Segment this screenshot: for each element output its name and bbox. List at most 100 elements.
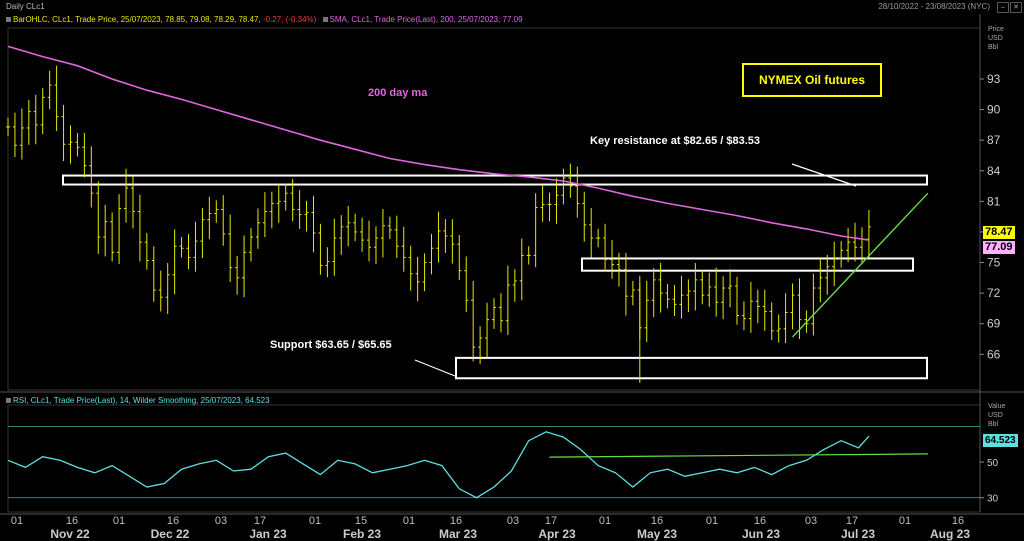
ohlc-bar — [790, 283, 795, 330]
sma-200-line — [7, 45, 870, 241]
ohlc-bar — [193, 221, 198, 272]
ohlc-bar — [616, 252, 621, 287]
ohlc-bar — [610, 240, 615, 279]
ohlc-bar — [137, 194, 142, 262]
x-tick-label: 17 — [254, 515, 266, 527]
ohlc-bar — [811, 273, 816, 336]
x-tick-label: 01 — [403, 515, 415, 527]
ohlc-bar — [242, 235, 247, 298]
close-icon[interactable]: ✕ — [1010, 2, 1022, 13]
date-range: 28/10/2022 - 23/08/2023 (NYC) — [878, 2, 990, 11]
rsi-value-tag: 64.523 — [983, 434, 1018, 447]
x-tick-label: 17 — [846, 515, 858, 527]
ohlc-bar — [721, 276, 726, 320]
ohlc-bar — [235, 255, 240, 295]
ohlc-bar — [478, 326, 483, 364]
ohlc-bar — [61, 104, 66, 162]
ohlc-bar — [124, 168, 129, 223]
ohlc-bar — [394, 215, 399, 258]
sma-settings-icon[interactable] — [322, 17, 328, 23]
support-callout-line — [414, 359, 456, 377]
ohlc-bar — [304, 200, 309, 232]
price-axis-title: Price USD Bbl — [988, 26, 1004, 51]
price-tick-label: 69 — [987, 317, 1001, 331]
ohlc-bar — [151, 246, 156, 302]
ohlc-bar — [172, 229, 177, 295]
ohlc-bar — [33, 94, 38, 145]
x-tick-label: 01 — [309, 515, 321, 527]
ohlc-bar — [130, 176, 135, 229]
ohlc-bar — [353, 213, 358, 242]
ohlc-bar — [485, 302, 490, 358]
ohlc-bar — [547, 192, 552, 222]
ohlc-bar — [672, 284, 677, 317]
ohlc-bar — [68, 125, 73, 164]
x-tick-label: 17 — [545, 515, 557, 527]
ohlc-bar — [693, 263, 698, 311]
ohlc-bar — [464, 256, 469, 312]
ohlc-bar — [471, 280, 476, 362]
ohlc-bar — [443, 219, 448, 253]
ohlc-bar — [47, 70, 52, 110]
ohlc-bar — [221, 195, 226, 246]
window-controls: – ✕ — [997, 2, 1022, 13]
ohlc-bar — [839, 241, 844, 268]
minimize-icon[interactable]: – — [997, 2, 1009, 13]
ohlc-bar — [186, 233, 191, 270]
ohlc-bar — [498, 293, 503, 333]
ohlc-bar — [415, 256, 420, 302]
series-settings-icon[interactable] — [6, 17, 11, 23]
ohlc-bar — [422, 253, 427, 292]
price-legend: BarOHLC, CLc1, Trade Price, 25/07/2023, … — [6, 14, 523, 25]
ohlc-bar — [12, 112, 17, 157]
x-tick-label: 03 — [507, 515, 519, 527]
ohlc-bar — [644, 280, 649, 343]
rsi-tick-label: 30 — [987, 494, 999, 505]
ohlc-bar — [707, 272, 712, 307]
ohlc-bar — [144, 232, 149, 270]
price-tick-label: 84 — [987, 164, 1001, 178]
ohlc-bar — [755, 289, 760, 324]
ohlc-bar — [568, 163, 573, 198]
ohlc-bar — [832, 241, 837, 286]
x-month-label: Jun 23 — [742, 527, 780, 541]
ohlc-bar — [117, 194, 122, 265]
x-tick-label: 16 — [754, 515, 766, 527]
ohlc-bar — [561, 168, 566, 205]
ohlc-bar — [575, 166, 580, 218]
ohlc-bar — [665, 283, 670, 309]
ohlc-bar — [492, 298, 496, 329]
price-tick-label: 87 — [987, 133, 1001, 147]
ohlc-bar — [540, 185, 545, 222]
price-tick-label: 75 — [987, 256, 1001, 270]
ohlc-bar — [700, 270, 705, 305]
ohlc-bar — [519, 238, 524, 301]
price-tick-label: 93 — [987, 72, 1001, 86]
ohlc-bar — [866, 210, 871, 259]
x-tick-label: 16 — [651, 515, 663, 527]
x-tick-label: 01 — [706, 515, 718, 527]
last-price-tag: 78.47 — [983, 226, 1015, 239]
ohlc-bar — [360, 217, 365, 252]
ohlc-bar — [82, 133, 87, 178]
ohlc-bar — [54, 65, 59, 131]
ohlc-bar — [339, 215, 344, 255]
ohlc-bar — [512, 269, 517, 302]
ohlc-bar — [728, 269, 733, 308]
rsi-trend-line — [549, 453, 928, 458]
ohlc-bar — [776, 314, 781, 343]
ohlc-bar — [179, 237, 184, 258]
x-tick-label: 03 — [215, 515, 227, 527]
rsi-settings-icon[interactable] — [6, 398, 11, 404]
sma-value-tag: 77.09 — [983, 241, 1015, 254]
ohlc-bar — [769, 302, 774, 341]
ohlc-bar — [6, 117, 10, 137]
ohlc-bar — [651, 268, 656, 318]
rsi-tick-label: 50 — [987, 458, 999, 469]
ohlc-bar — [214, 200, 219, 223]
bar-legend-text: BarOHLC, CLc1, Trade Price, 25/07/2023, … — [13, 15, 261, 24]
x-month-label: Nov 22 — [50, 527, 90, 541]
ohlc-bar — [165, 263, 170, 315]
ohlc-bar — [262, 192, 267, 238]
